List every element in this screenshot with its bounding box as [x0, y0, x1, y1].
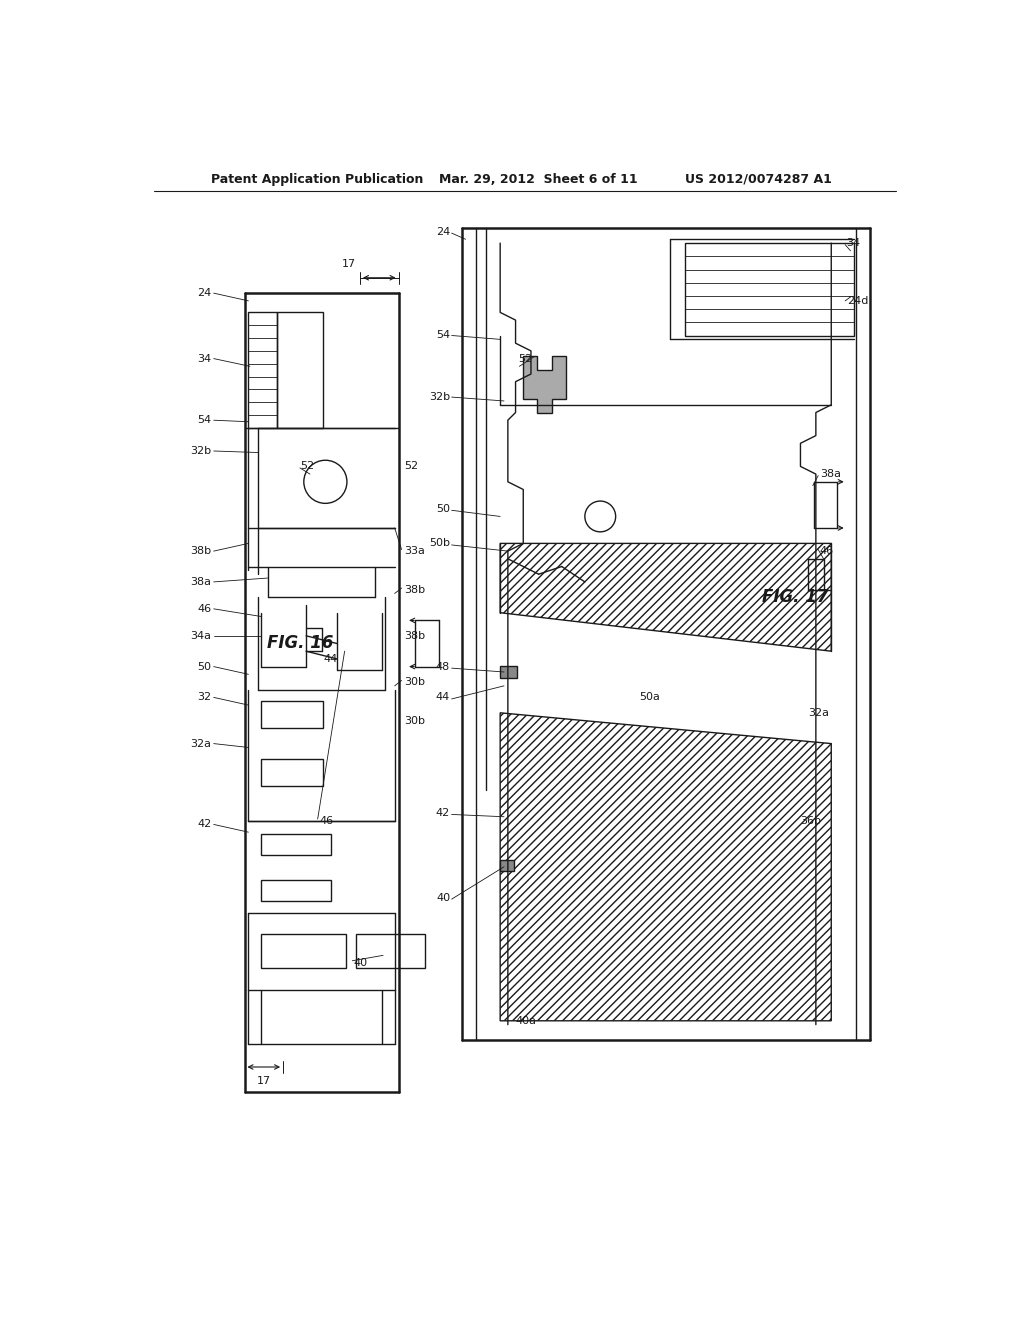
Bar — [261, 834, 331, 855]
Text: 30b: 30b — [403, 715, 425, 726]
Text: 32b: 32b — [429, 392, 451, 403]
Text: 17: 17 — [257, 1076, 270, 1086]
Text: 42: 42 — [436, 808, 451, 818]
Bar — [276, 313, 323, 428]
Text: 46: 46 — [819, 546, 834, 556]
Text: 48: 48 — [436, 661, 451, 672]
Text: 44: 44 — [436, 693, 451, 702]
Text: 32a: 32a — [808, 708, 829, 718]
Text: 38b: 38b — [403, 585, 425, 594]
Text: 46: 46 — [198, 603, 211, 614]
Text: 54: 54 — [198, 416, 211, 425]
Bar — [500, 859, 514, 871]
Text: 50: 50 — [198, 661, 211, 672]
Text: 52: 52 — [518, 354, 532, 363]
Bar — [261, 759, 323, 785]
Text: 36b: 36b — [801, 816, 821, 825]
Text: 33a: 33a — [403, 546, 425, 556]
Text: 50a: 50a — [639, 693, 659, 702]
Bar — [261, 701, 323, 729]
Text: 44: 44 — [323, 653, 337, 664]
Text: 32b: 32b — [190, 446, 211, 455]
Text: 24d: 24d — [847, 296, 868, 306]
Text: 24: 24 — [436, 227, 451, 236]
Text: 50: 50 — [436, 504, 451, 513]
Text: 50b: 50b — [429, 539, 451, 548]
Text: 52: 52 — [300, 462, 314, 471]
Text: 34a: 34a — [190, 631, 211, 640]
Text: 40: 40 — [436, 892, 451, 903]
Text: 52: 52 — [403, 462, 418, 471]
Bar — [248, 313, 276, 428]
Bar — [261, 880, 331, 902]
Text: 40a: 40a — [515, 1016, 537, 1026]
Text: 38a: 38a — [819, 469, 841, 479]
Text: 38b: 38b — [403, 631, 425, 640]
Text: 42: 42 — [198, 820, 211, 829]
Text: 17: 17 — [342, 259, 356, 269]
Text: 32: 32 — [198, 693, 211, 702]
Text: US 2012/0074287 A1: US 2012/0074287 A1 — [685, 173, 831, 186]
Text: 46: 46 — [319, 816, 334, 825]
Text: 34: 34 — [198, 354, 211, 363]
Text: 38b: 38b — [190, 546, 211, 556]
Text: 32a: 32a — [190, 739, 211, 748]
Bar — [685, 243, 854, 335]
Text: 34: 34 — [847, 238, 861, 248]
Bar — [261, 933, 346, 969]
Bar — [356, 933, 425, 969]
Text: FIG. 16: FIG. 16 — [266, 635, 333, 652]
Text: 24: 24 — [198, 288, 211, 298]
Text: 54: 54 — [436, 330, 451, 341]
Polygon shape — [523, 356, 565, 412]
Text: FIG. 17: FIG. 17 — [762, 589, 828, 606]
Text: 38a: 38a — [190, 577, 211, 587]
Bar — [500, 665, 517, 678]
Text: 30b: 30b — [403, 677, 425, 686]
Text: Patent Application Publication: Patent Application Publication — [211, 173, 424, 186]
Text: 40: 40 — [354, 958, 368, 968]
Text: Mar. 29, 2012  Sheet 6 of 11: Mar. 29, 2012 Sheet 6 of 11 — [438, 173, 637, 186]
